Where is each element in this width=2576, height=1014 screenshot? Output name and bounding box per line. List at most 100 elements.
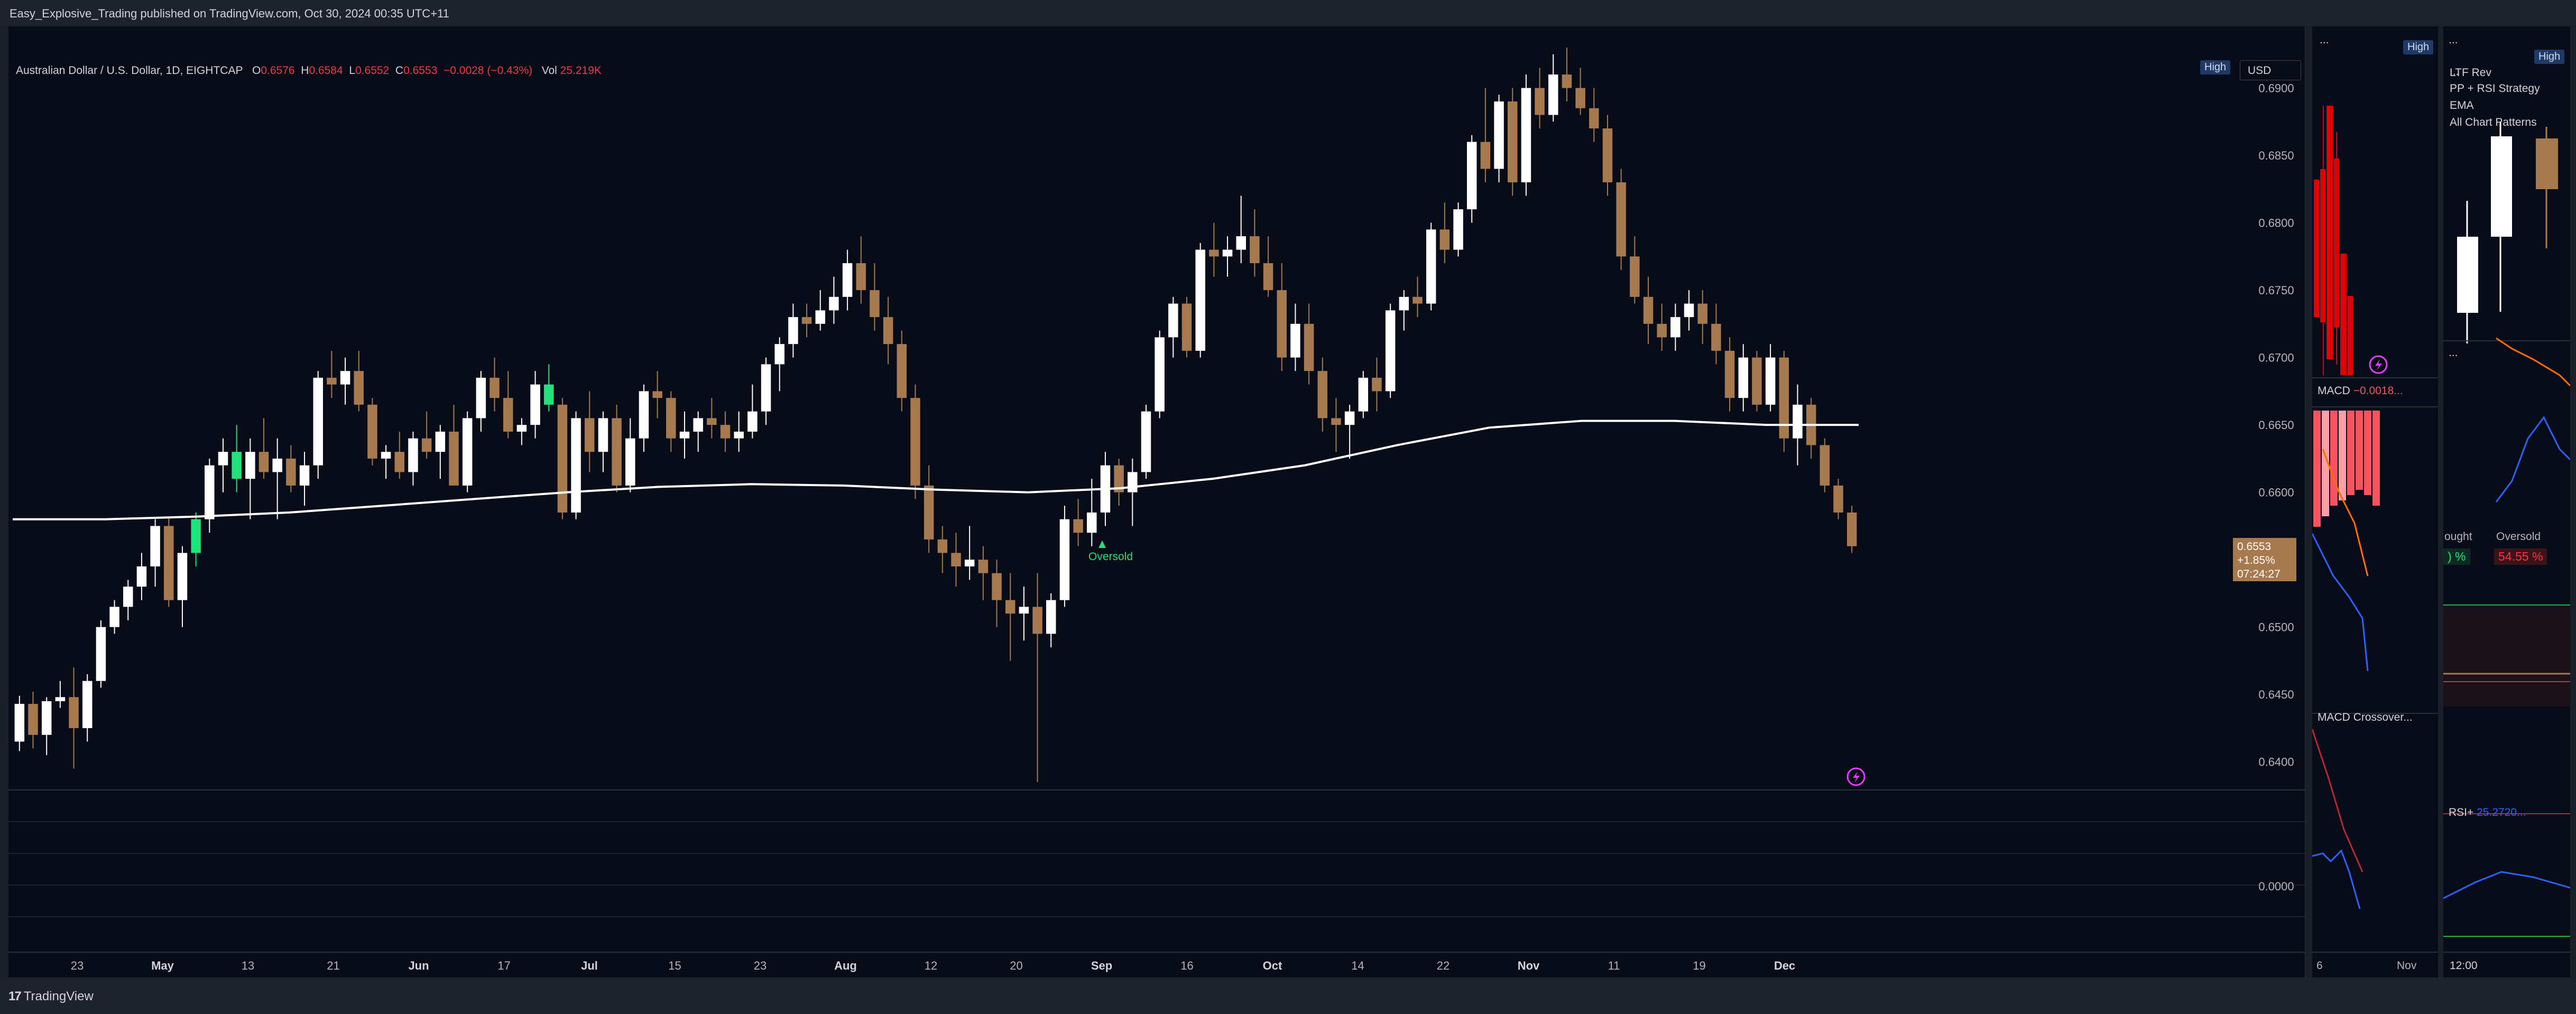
candle[interactable]	[218, 452, 228, 466]
candle[interactable]	[585, 418, 595, 452]
price-chart[interactable]: 0.6900 0.6850 0.6800 0.6750 0.6700 0.6650 0.66…	[8, 26, 2305, 978]
candle[interactable]	[1236, 236, 1246, 250]
candle[interactable]	[462, 418, 473, 486]
candle[interactable]	[1222, 249, 1233, 257]
candle[interactable]	[1684, 303, 1694, 318]
candle[interactable]	[408, 438, 418, 472]
candle[interactable]	[774, 344, 784, 365]
candle[interactable]	[1562, 75, 1572, 88]
candle[interactable]	[136, 566, 147, 587]
candle[interactable]	[978, 560, 989, 573]
candle[interactable]	[245, 452, 255, 479]
candle[interactable]	[1657, 323, 1667, 338]
candle[interactable]	[1073, 519, 1083, 533]
candle[interactable]	[679, 431, 690, 439]
candle[interactable]	[1032, 607, 1042, 634]
candle[interactable]	[1779, 357, 1789, 439]
candle[interactable]	[883, 317, 893, 345]
panel2-dots[interactable]: ...	[2320, 34, 2329, 46]
candle[interactable]	[191, 519, 201, 553]
candle[interactable]	[1317, 371, 1328, 418]
candle[interactable]	[1290, 323, 1300, 358]
candle[interactable]	[1372, 377, 1382, 392]
candle[interactable]	[557, 404, 568, 513]
candle[interactable]	[964, 560, 975, 566]
candle[interactable]	[1765, 357, 1776, 405]
candle[interactable]	[1724, 350, 1735, 398]
candle[interactable]	[530, 384, 540, 425]
macd-crossover-label[interactable]: MACD Crossover...	[2318, 711, 2413, 723]
candle[interactable]	[1304, 323, 1314, 371]
candle[interactable]	[734, 431, 744, 439]
candle[interactable]	[381, 452, 391, 459]
candle[interactable]	[1141, 411, 1151, 472]
macd-legend[interactable]: MACD −0.0018...	[2318, 385, 2403, 397]
candle[interactable]	[666, 398, 676, 439]
candle[interactable]	[164, 526, 174, 600]
candle[interactable]	[639, 391, 649, 439]
candle[interactable]	[1793, 404, 1803, 439]
candle[interactable]	[1046, 600, 1056, 634]
side-panel-rsi[interactable]: ... High ... LTF Rev PP + RSI Strategy E…	[2443, 26, 2570, 978]
candle[interactable]	[1616, 182, 1626, 257]
candle[interactable]	[14, 704, 25, 742]
indicator-pp-rsi-strategy[interactable]: PP + RSI Strategy	[2450, 82, 2540, 95]
candle[interactable]	[856, 263, 866, 291]
candle[interactable]	[1331, 418, 1341, 425]
candle[interactable]	[1670, 317, 1681, 338]
candle[interactable]	[1358, 377, 1369, 412]
candle[interactable]	[842, 263, 853, 297]
candle[interactable]	[272, 458, 282, 472]
candle[interactable]	[394, 452, 405, 472]
candle[interactable]	[937, 539, 948, 553]
candle[interactable]	[1426, 229, 1436, 304]
candle[interactable]	[421, 438, 432, 452]
candle[interactable]	[951, 553, 961, 566]
candle[interactable]	[1263, 263, 1273, 291]
candle[interactable]	[435, 431, 446, 452]
indicator-ema[interactable]: EMA	[2450, 99, 2474, 111]
candle[interactable]	[299, 465, 310, 486]
alert-bolt-icon[interactable]	[1846, 767, 1866, 786]
candle[interactable]	[924, 485, 934, 539]
candle[interactable]	[1439, 229, 1450, 250]
candle[interactable]	[1181, 303, 1192, 351]
candle[interactable]	[1209, 249, 1219, 257]
candle[interactable]	[1602, 128, 1613, 183]
candle[interactable]	[1575, 88, 1585, 108]
candle[interactable]	[313, 377, 323, 466]
candle[interactable]	[1833, 485, 1843, 513]
candle[interactable]	[1697, 303, 1707, 324]
main-chart-panel[interactable]: 0.6900 0.6850 0.6800 0.6750 0.6700 0.6650 0.66…	[8, 26, 2305, 978]
candle[interactable]	[992, 573, 1002, 600]
candle[interactable]	[788, 317, 798, 345]
candle[interactable]	[652, 391, 662, 398]
candle[interactable]	[82, 681, 93, 728]
candle[interactable]	[123, 587, 133, 607]
currency-selector[interactable]: USD	[2240, 60, 2301, 80]
candle[interactable]	[870, 290, 880, 318]
candle[interactable]	[150, 526, 160, 566]
candle[interactable]	[1250, 236, 1260, 264]
candle[interactable]	[571, 418, 581, 513]
candle[interactable]	[1168, 303, 1178, 338]
candle[interactable]	[761, 364, 771, 412]
candle[interactable]	[490, 377, 500, 398]
candle[interactable]	[55, 697, 66, 701]
candle[interactable]	[1548, 75, 1558, 115]
candle[interactable]	[354, 371, 364, 405]
candle[interactable]	[707, 418, 717, 425]
candle[interactable]	[96, 627, 106, 681]
tradingview-logo[interactable]: 17 TradingView	[8, 989, 94, 1004]
candle[interactable]	[1643, 296, 1654, 324]
candle[interactable]	[340, 371, 350, 385]
candle[interactable]	[327, 377, 337, 385]
candle[interactable]	[1494, 101, 1504, 169]
candle[interactable]	[258, 452, 269, 472]
candle[interactable]	[28, 704, 38, 735]
candle[interactable]	[1711, 323, 1721, 351]
candle[interactable]	[1846, 512, 1857, 546]
candle[interactable]	[897, 344, 907, 398]
candle[interactable]	[476, 377, 486, 418]
candle[interactable]	[503, 398, 513, 432]
